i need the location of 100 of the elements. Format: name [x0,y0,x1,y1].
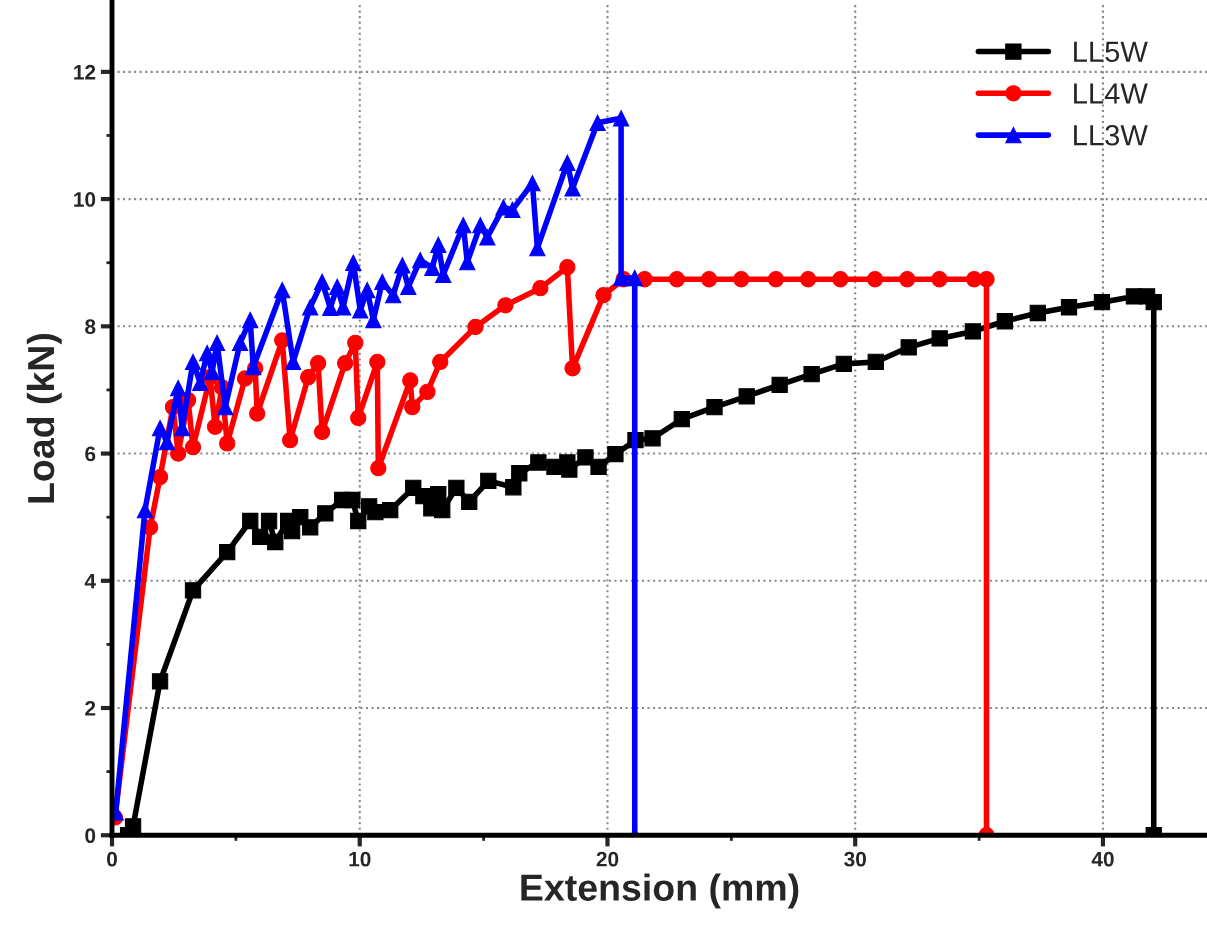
point [733,271,750,288]
x-tick-label: 0 [107,851,117,867]
point [1145,294,1162,311]
point [369,353,386,371]
point [589,114,606,131]
point [931,330,948,347]
y-tick-label: 8 [85,319,96,335]
point [432,353,449,371]
point [700,271,718,288]
point [184,582,202,599]
y-tick-label: 2 [85,701,96,716]
point [329,278,346,296]
point [370,460,387,477]
point [184,353,202,371]
point [626,269,643,287]
point [673,411,690,428]
point [900,339,917,356]
point [249,405,266,422]
point [767,271,785,288]
point [400,278,417,296]
point [208,334,226,352]
point [524,175,541,192]
point [374,273,391,290]
y-tick-label: 6 [85,446,96,462]
point [347,334,364,352]
point [359,281,376,299]
legend-label: LL3W [1074,124,1148,146]
point [559,154,576,171]
point [151,419,169,437]
point [136,502,154,519]
point [302,519,319,536]
point [472,217,489,234]
point [309,355,327,372]
point [313,423,331,441]
y-axis-title: Load (kN) [26,333,62,503]
point [430,236,447,254]
point [345,254,362,271]
point [300,369,317,386]
y-tick-label: 4 [84,574,96,589]
point [607,446,624,463]
point [480,472,497,490]
point [350,512,367,530]
point [336,355,354,372]
point [964,323,982,340]
point [532,280,549,297]
point [124,818,142,835]
point [1060,299,1078,316]
point [419,383,436,401]
point [394,257,411,274]
point [170,445,187,462]
x-tick-label: 40 [1091,851,1114,867]
point [402,372,419,389]
point [835,355,852,373]
point [706,398,723,416]
point [497,297,514,314]
point [448,479,465,497]
point [242,311,259,329]
point [590,458,607,476]
point [267,533,284,551]
x-axis-title: Extension (mm) [521,873,799,909]
point [455,217,472,234]
point [219,435,236,452]
point [231,334,249,352]
point [281,432,299,449]
point [530,454,547,471]
point [151,673,169,690]
x-tick-label: 20 [596,851,619,867]
point [206,418,224,435]
point [978,271,995,288]
point [612,110,630,127]
legend-label: LL4W [1074,83,1148,104]
y-tick-label: 10 [74,192,96,207]
point [771,376,788,394]
point [504,201,521,219]
point [668,271,685,288]
point [461,493,478,511]
point [317,505,334,522]
point [899,271,916,288]
point [367,503,384,521]
point [564,360,581,377]
x-tick-label: 10 [349,851,371,867]
point [430,486,447,503]
point [867,353,884,371]
point [467,318,484,336]
point [505,479,522,496]
point [803,365,820,383]
point [260,512,278,530]
point [404,398,421,416]
legend-label: LL5W [1074,41,1148,63]
point [595,287,612,304]
point [350,409,367,427]
point [644,430,661,447]
point [151,468,169,486]
point [252,528,269,546]
point [344,491,361,509]
point [242,512,259,530]
point [184,439,202,456]
point [424,259,441,276]
point [385,287,402,304]
point [479,229,496,246]
